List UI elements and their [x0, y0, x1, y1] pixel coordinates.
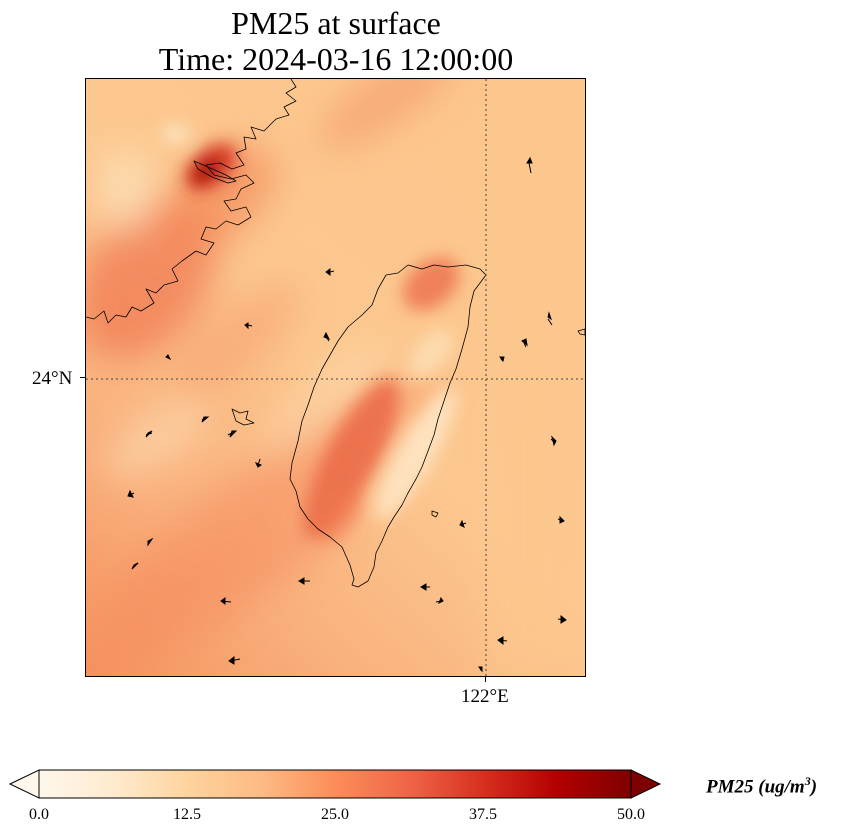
- map-panel: [85, 78, 586, 677]
- wind-arrow: [547, 311, 553, 326]
- colorbar-extend-min: [8, 769, 40, 799]
- wind-arrow: [131, 562, 139, 570]
- lon-tick: [485, 677, 486, 682]
- wind-arrow: [557, 614, 567, 624]
- wind-arrow: [227, 430, 238, 438]
- lon-tick-label: 122°E: [461, 686, 509, 707]
- colorbar-tick-label: 12.5: [173, 806, 201, 823]
- colorbar-label: PM25 (ug/m3): [706, 774, 817, 798]
- plot-title-line2: Time: 2024-03-16 12:00:00: [158, 41, 514, 77]
- wind-arrow: [127, 489, 135, 498]
- colorbar: [8, 769, 662, 799]
- penghu-islands: [231, 408, 255, 426]
- wind-arrow: [201, 416, 210, 423]
- wind-arrow: [228, 655, 241, 665]
- pm25-field: [86, 79, 585, 676]
- lat-tick-label: 24°N: [32, 368, 73, 389]
- green-island: [431, 510, 439, 518]
- colorbar-extend-max: [630, 769, 662, 799]
- wind-arrow: [220, 597, 232, 605]
- wind-arrow: [497, 636, 508, 646]
- wind-arrow: [420, 583, 430, 591]
- taiwan-coastline: [289, 264, 487, 588]
- wind-arrow: [499, 356, 505, 363]
- wind-arrow: [557, 515, 565, 524]
- wind-arrow: [244, 322, 253, 330]
- wind-arrow: [435, 596, 444, 605]
- wind-arrow: [526, 156, 533, 174]
- colorbar-label-text: PM25 (ug/m: [706, 776, 805, 798]
- lat-tick: [80, 377, 85, 378]
- colorbar-tick-label: 0.0: [29, 806, 49, 823]
- wind-arrow: [478, 666, 483, 673]
- colorbar-tick-label: 37.5: [469, 806, 497, 823]
- wind-arrow: [147, 537, 154, 547]
- colorbar-gradient: [38, 769, 632, 799]
- map-canvas: [86, 79, 585, 676]
- colorbar-tick-label: 50.0: [617, 806, 645, 823]
- plot-title-line1: PM25 at surface: [231, 5, 441, 41]
- wind-arrow: [298, 577, 310, 585]
- wind-arrow: [165, 354, 172, 361]
- wind-arrow: [550, 435, 557, 447]
- wind-arrow: [323, 331, 331, 342]
- wind-arrow: [254, 458, 263, 468]
- wind-arrow: [325, 268, 335, 276]
- colorbar-tick-label: 25.0: [321, 806, 349, 823]
- fujian-coastline: [86, 79, 297, 324]
- colorbar-label-sup: 3: [804, 774, 811, 788]
- colorbar-label-close: ): [810, 776, 818, 798]
- wind-vectors: [127, 156, 567, 673]
- coastlines: [86, 79, 585, 588]
- gridlines: [86, 79, 585, 676]
- wind-arrow: [145, 430, 153, 438]
- yonaguni-island: [577, 328, 585, 336]
- wind-arrow: [521, 338, 528, 348]
- wind-arrow: [459, 519, 467, 528]
- matsu-islands: [193, 160, 237, 184]
